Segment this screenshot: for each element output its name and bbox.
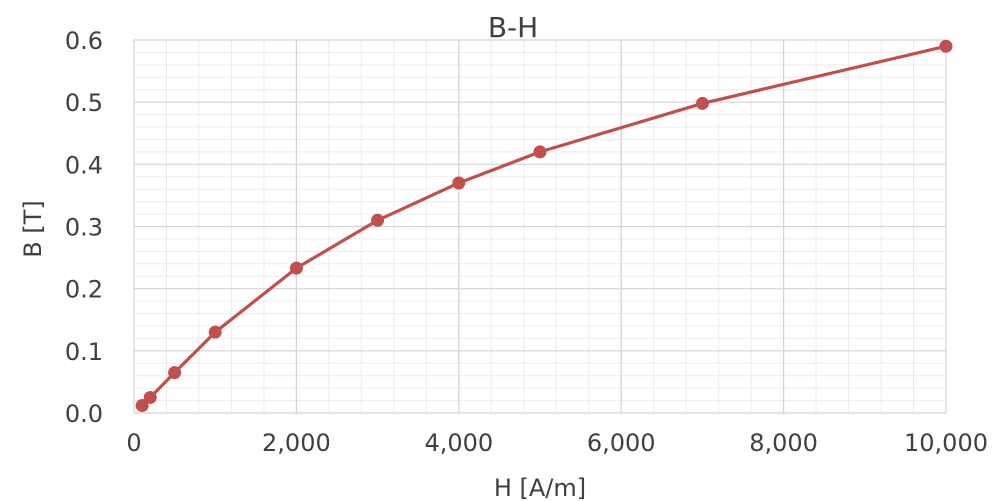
x-tick-label: 2,000 (262, 429, 331, 457)
x-tick-label: 6,000 (587, 429, 656, 457)
y-tick-label: 0.4 (65, 151, 103, 179)
x-tick-label: 0 (126, 429, 141, 457)
y-tick-label: 0.5 (65, 89, 103, 117)
tick-labels: 0 2,000 4,000 6,000 8,000 10,000 0.0 0.1 0.2 0.3 0… (65, 27, 988, 457)
x-tick-label: 4,000 (424, 429, 493, 457)
data-point (289, 261, 303, 275)
series-layer (135, 39, 953, 413)
data-point (371, 213, 385, 227)
y-axis-label: B [T] (19, 200, 47, 257)
data-point (452, 176, 466, 190)
data-point (208, 325, 222, 339)
x-tick-label: 10,000 (904, 429, 988, 457)
x-tick-label: 8,000 (749, 429, 818, 457)
data-point (533, 145, 547, 159)
data-point (135, 399, 149, 413)
y-tick-label: 0.1 (65, 338, 103, 366)
y-tick-label: 0.6 (65, 27, 103, 55)
data-point (168, 366, 182, 380)
y-tick-label: 0.2 (65, 276, 103, 304)
data-point (143, 390, 157, 404)
major-gridlines (133, 39, 947, 414)
chart-title: B-H (488, 11, 538, 44)
data-point (939, 39, 953, 53)
y-tick-label: 0.3 (65, 214, 103, 242)
x-axis-label: H [A/m] (494, 474, 586, 501)
data-point (695, 96, 709, 110)
series-line (140, 44, 948, 408)
y-tick-label: 0.0 (65, 400, 103, 428)
